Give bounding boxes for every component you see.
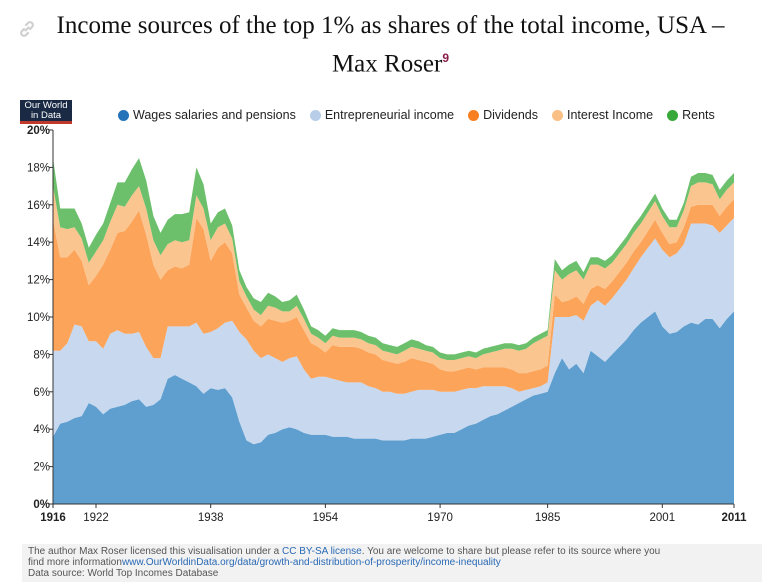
legend-swatch-entrepreneurial-income [309, 109, 321, 121]
legend-item-interest-income[interactable]: Interest Income [551, 108, 654, 122]
legend-swatch-rents [667, 109, 679, 121]
legend-swatch-dividends [468, 109, 480, 121]
legend-label-rents: Rents [682, 108, 715, 122]
footer-text-1: The author Max Roser licensed this visua… [28, 546, 283, 557]
legend-label-wages-salaries-pensions: Wages salaries and pensions [133, 108, 296, 122]
area-interest-income[interactable] [53, 182, 734, 374]
y-tick-label: 2% [33, 462, 50, 474]
x-tick-label: 1938 [198, 512, 224, 524]
footer: The author Max Roser licensed this visua… [28, 546, 748, 579]
y-tick-label: 6% [33, 387, 50, 399]
x-tick-label: 1985 [535, 512, 561, 524]
chart-area: 0% 2% 4% 6% 8% 10% 12% 14% 16% 18% 20% 1916 1922 1938… [27, 125, 748, 524]
legend-item-rents[interactable]: Rents [667, 108, 715, 122]
legend-swatch-wages-salaries-pensions [118, 109, 129, 121]
footer-text-2: . You are welcome to share but please re… [361, 546, 661, 557]
footer-background [22, 544, 762, 582]
license-link[interactable]: CC BY-SA license [282, 546, 362, 557]
owid-logo: Our World in Data [20, 100, 72, 124]
legend-swatch-interest-income [551, 109, 563, 121]
area-entrepreneurial-income[interactable] [53, 217, 734, 445]
x-tick-label: 2001 [650, 512, 676, 524]
info-link[interactable]: www.OurWorldinData.org/data/growth-and-d… [121, 557, 501, 568]
legend-item-dividends[interactable]: Dividends [468, 108, 538, 122]
y-tick-label: 0% [33, 499, 50, 511]
chart-title-line2: Max Roser [331, 50, 443, 78]
x-tick-label: 1922 [83, 512, 109, 524]
area-rents[interactable] [53, 158, 734, 360]
logo-line2: in Data [30, 110, 62, 121]
link-icon[interactable] [18, 20, 36, 38]
y-tick-label: 18% [27, 162, 50, 174]
x-tick-label: 1916 [40, 512, 66, 524]
footnote-mark[interactable]: 9 [442, 51, 450, 65]
y-tick-label: 20% [27, 125, 50, 137]
y-tick-label: 10% [27, 312, 50, 324]
x-tick-label: 2011 [722, 512, 748, 524]
legend: Wages salaries and pensions Entrepreneuri… [118, 108, 729, 122]
x-tick-label: 1970 [427, 512, 453, 524]
y-tick-label: 12% [27, 275, 50, 287]
y-tick-label: 4% [33, 424, 50, 436]
x-tick-label: 1954 [313, 512, 339, 524]
chart-title-line1: Income sources of the top 1% as shares o… [56, 12, 725, 39]
area-dividends[interactable] [53, 199, 734, 394]
area-wages-salaries-pensions[interactable] [53, 311, 734, 504]
chart-title: Income sources of the top 1% as shares o… [0, 10, 781, 80]
legend-item-wages-salaries-pensions[interactable]: Wages salaries and pensions [118, 108, 296, 122]
legend-item-entrepreneurial-income[interactable]: Entrepreneurial income [309, 108, 455, 122]
data-source: Data source: World Top Incomes Database [28, 568, 219, 579]
legend-label-entrepreneurial-income: Entrepreneurial income [324, 108, 455, 122]
legend-label-dividends: Dividends [483, 108, 538, 122]
legend-label-interest-income: Interest Income [566, 108, 654, 122]
footer-text-3: find more information [28, 557, 122, 568]
logo-line1: Our World [24, 100, 68, 111]
y-tick-label: 8% [33, 349, 50, 361]
y-tick-label: 16% [27, 200, 50, 212]
y-tick-label: 14% [27, 237, 50, 249]
